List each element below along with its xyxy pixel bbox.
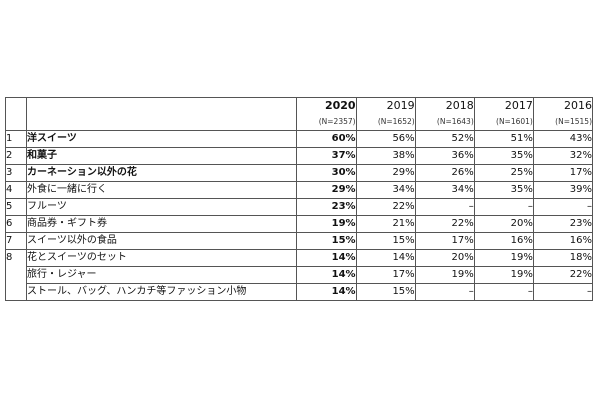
value-cell-2017: – bbox=[473, 198, 534, 216]
table-row: 2 和菓子 37% 38% 36% 35% 32% bbox=[4, 147, 594, 165]
value-cell-2020: 30% bbox=[296, 164, 357, 182]
value-cell-2018: 36% bbox=[414, 147, 475, 165]
rank-cell: 7 bbox=[4, 232, 28, 250]
value-cell-2017: – bbox=[473, 283, 534, 301]
value-cell-2017: 35% bbox=[473, 181, 534, 199]
table-row: 5 フルーツ 23% 22% – – – bbox=[4, 198, 594, 216]
table-row: 4 外食に一緒に行く 29% 34% 34% 35% 39% bbox=[4, 181, 594, 199]
ranking-table: 2020 (N=2357) 2019 (N=1652) 2018 (N=1643… bbox=[4, 97, 594, 301]
value-cell-2019: 15% bbox=[355, 232, 416, 250]
sample-size: (N=2357) bbox=[318, 117, 356, 126]
value-cell-2020: 29% bbox=[296, 181, 357, 199]
value-cell-2017: 25% bbox=[473, 164, 534, 182]
year-label: 2016 bbox=[564, 99, 592, 112]
rank-cell: 5 bbox=[4, 198, 28, 216]
value-cell-2016: 17% bbox=[532, 164, 594, 182]
value-cell-2020: 14% bbox=[296, 249, 357, 267]
rank-cell: 6 bbox=[4, 215, 28, 233]
table-row: 6 商品券・ギフト券 19% 21% 22% 20% 23% bbox=[4, 215, 594, 233]
value-cell-2019: 22% bbox=[355, 198, 416, 216]
item-cell: ストール、バッグ、ハンカチ等ファッション小物 bbox=[26, 283, 298, 301]
value-cell-2019: 34% bbox=[355, 181, 416, 199]
value-cell-2016: 22% bbox=[532, 266, 594, 284]
value-cell-2019: 17% bbox=[355, 266, 416, 284]
value-cell-2020: 19% bbox=[296, 215, 357, 233]
table-row: 3 カーネーション以外の花 30% 29% 26% 25% 17% bbox=[4, 164, 594, 182]
header-year-2016: 2016 (N=1515) bbox=[532, 97, 594, 131]
table-row: 旅行・レジャー 14% 17% 19% 19% 22% bbox=[6, 266, 594, 284]
value-cell-2017: 19% bbox=[473, 249, 534, 267]
value-cell-2019: 56% bbox=[355, 130, 416, 148]
table-row: 7 スイーツ以外の食品 15% 15% 17% 16% 16% bbox=[4, 232, 594, 250]
year-label: 2017 bbox=[504, 99, 533, 112]
value-cell-2020: 37% bbox=[296, 147, 357, 165]
value-cell-2018: 34% bbox=[414, 181, 475, 199]
value-cell-2016: 43% bbox=[532, 130, 594, 148]
sample-size: (N=1652) bbox=[377, 117, 415, 126]
year-label: 2018 bbox=[445, 99, 474, 112]
value-cell-2018: 19% bbox=[414, 266, 475, 284]
value-cell-2017: 16% bbox=[473, 232, 534, 250]
item-cell: フルーツ bbox=[26, 198, 298, 216]
value-cell-2018: 17% bbox=[414, 232, 475, 250]
value-cell-2019: 14% bbox=[355, 249, 416, 267]
table-row: ストール、バッグ、ハンカチ等ファッション小物 14% 15% – – – bbox=[6, 283, 594, 301]
value-cell-2019: 21% bbox=[355, 215, 416, 233]
header-row: 2020 (N=2357) 2019 (N=1652) 2018 (N=1643… bbox=[4, 97, 594, 131]
value-cell-2020: 23% bbox=[296, 198, 357, 216]
table-row: 8 花とスイーツのセット 14% 14% 20% 19% 18% bbox=[4, 249, 594, 301]
value-cell-2016: 39% bbox=[532, 181, 594, 199]
header-year-2019: 2019 (N=1652) bbox=[355, 97, 416, 131]
item-cell: カーネーション以外の花 bbox=[26, 164, 298, 182]
value-cell-2016: 18% bbox=[532, 249, 594, 267]
header-year-2018: 2018 (N=1643) bbox=[414, 97, 475, 131]
item-cell: 商品券・ギフト券 bbox=[26, 215, 298, 233]
item-cell: スイーツ以外の食品 bbox=[26, 232, 298, 250]
sample-size: (N=1643) bbox=[436, 117, 474, 126]
value-cell-2018: 26% bbox=[414, 164, 475, 182]
item-cell: 和菓子 bbox=[26, 147, 298, 165]
value-cell-2017: 35% bbox=[473, 147, 534, 165]
value-cell-2019: 38% bbox=[355, 147, 416, 165]
value-cell-2017: 20% bbox=[473, 215, 534, 233]
sample-size: (N=1601) bbox=[496, 117, 533, 126]
item-cell: 旅行・レジャー bbox=[26, 266, 298, 284]
rank-cell: 8 bbox=[4, 249, 28, 301]
value-cell-2020: 14% bbox=[296, 283, 357, 301]
rank-cell: 4 bbox=[4, 181, 28, 199]
value-cell-2018: 52% bbox=[414, 130, 475, 148]
header-year-2017: 2017 (N=1601) bbox=[473, 97, 534, 131]
header-item-cell bbox=[26, 97, 298, 131]
value-cell-2018: 22% bbox=[414, 215, 475, 233]
value-cell-2018: 20% bbox=[414, 249, 475, 267]
sample-size: (N=1515) bbox=[555, 117, 592, 126]
table-row: 1 洋スイーツ 60% 56% 52% 51% 43% bbox=[4, 130, 594, 148]
value-cell-2020: 15% bbox=[296, 232, 357, 250]
rank-cell: 1 bbox=[4, 130, 28, 148]
value-cell-2019: 29% bbox=[355, 164, 416, 182]
value-cell-2020: 14% bbox=[296, 266, 357, 284]
value-cell-2016: – bbox=[532, 198, 594, 216]
value-cell-2018: – bbox=[414, 283, 475, 301]
item-cell: 外食に一緒に行く bbox=[26, 181, 298, 199]
item-cell: 洋スイーツ bbox=[26, 130, 298, 148]
value-cell-2017: 51% bbox=[473, 130, 534, 148]
rank-cell: 3 bbox=[4, 164, 28, 182]
item-cell: 花とスイーツのセット bbox=[26, 249, 298, 267]
value-cell-2017: 19% bbox=[473, 266, 534, 284]
value-cell-2020: 60% bbox=[296, 130, 357, 148]
header-rank-cell bbox=[4, 97, 28, 131]
year-label: 2020 bbox=[324, 99, 356, 112]
value-cell-2016: 16% bbox=[532, 232, 594, 250]
value-cell-2016: 23% bbox=[532, 215, 594, 233]
value-cell-2019: 15% bbox=[355, 283, 416, 301]
value-cell-2016: 32% bbox=[532, 147, 594, 165]
value-cell-2018: – bbox=[414, 198, 475, 216]
rank-cell: 2 bbox=[4, 147, 28, 165]
value-cell-2016: – bbox=[532, 283, 594, 301]
table-body: 1 洋スイーツ 60% 56% 52% 51% 43% 2 和菓子 37% 38% 36% 35% 32%… bbox=[4, 130, 594, 301]
year-label: 2019 bbox=[386, 99, 415, 112]
header-year-2020: 2020 (N=2357) bbox=[296, 97, 357, 131]
